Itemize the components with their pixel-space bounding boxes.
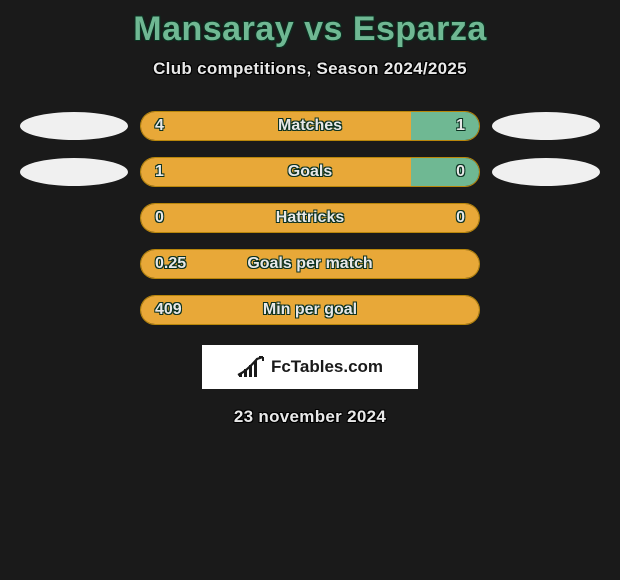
stat-label: Min per goal xyxy=(263,301,357,319)
stat-row: 1 Goals 0 xyxy=(0,157,620,187)
bar-fill-right xyxy=(411,158,479,186)
bar-fill-right xyxy=(411,112,479,140)
player-right-ellipse xyxy=(492,112,600,140)
stat-row: 0 Hattricks 0 xyxy=(0,203,620,233)
stat-value-right: 1 xyxy=(456,117,465,135)
player-left-ellipse xyxy=(20,112,128,140)
stat-value-left: 0 xyxy=(155,209,164,227)
player-right-ellipse xyxy=(492,158,600,186)
bar-fill-left xyxy=(141,158,411,186)
stat-bar: 4 Matches 1 xyxy=(140,111,480,141)
stat-bar: 0 Hattricks 0 xyxy=(140,203,480,233)
logo-box: FcTables.com xyxy=(202,345,418,389)
logo-text: FcTables.com xyxy=(271,357,383,377)
stat-bar: 1 Goals 0 xyxy=(140,157,480,187)
stat-value-right: 0 xyxy=(456,209,465,227)
stat-row: 0.25 Goals per match xyxy=(0,249,620,279)
stats-rows: 4 Matches 1 1 Goals 0 0 Hattricks 0 0.25 Goals per… xyxy=(0,111,620,325)
stat-value-left: 1 xyxy=(155,163,164,181)
stat-value-left: 4 xyxy=(155,117,164,135)
comparison-infographic: Mansaray vs Esparza Club competitions, S… xyxy=(0,0,620,580)
date-text: 23 november 2024 xyxy=(0,407,620,427)
player-left-ellipse xyxy=(20,158,128,186)
stat-row: 4 Matches 1 xyxy=(0,111,620,141)
stat-label: Matches xyxy=(278,117,342,135)
stat-label: Hattricks xyxy=(276,209,344,227)
bar-fill-left xyxy=(141,112,411,140)
logo-chart-icon xyxy=(237,355,265,379)
stat-bar: 409 Min per goal xyxy=(140,295,480,325)
stat-value-left: 0.25 xyxy=(155,255,186,273)
stat-label: Goals per match xyxy=(247,255,372,273)
stat-value-left: 409 xyxy=(155,301,182,319)
stat-bar: 0.25 Goals per match xyxy=(140,249,480,279)
stat-value-right: 0 xyxy=(456,163,465,181)
subtitle: Club competitions, Season 2024/2025 xyxy=(0,59,620,79)
page-title: Mansaray vs Esparza xyxy=(0,10,620,49)
stat-label: Goals xyxy=(288,163,332,181)
stat-row: 409 Min per goal xyxy=(0,295,620,325)
